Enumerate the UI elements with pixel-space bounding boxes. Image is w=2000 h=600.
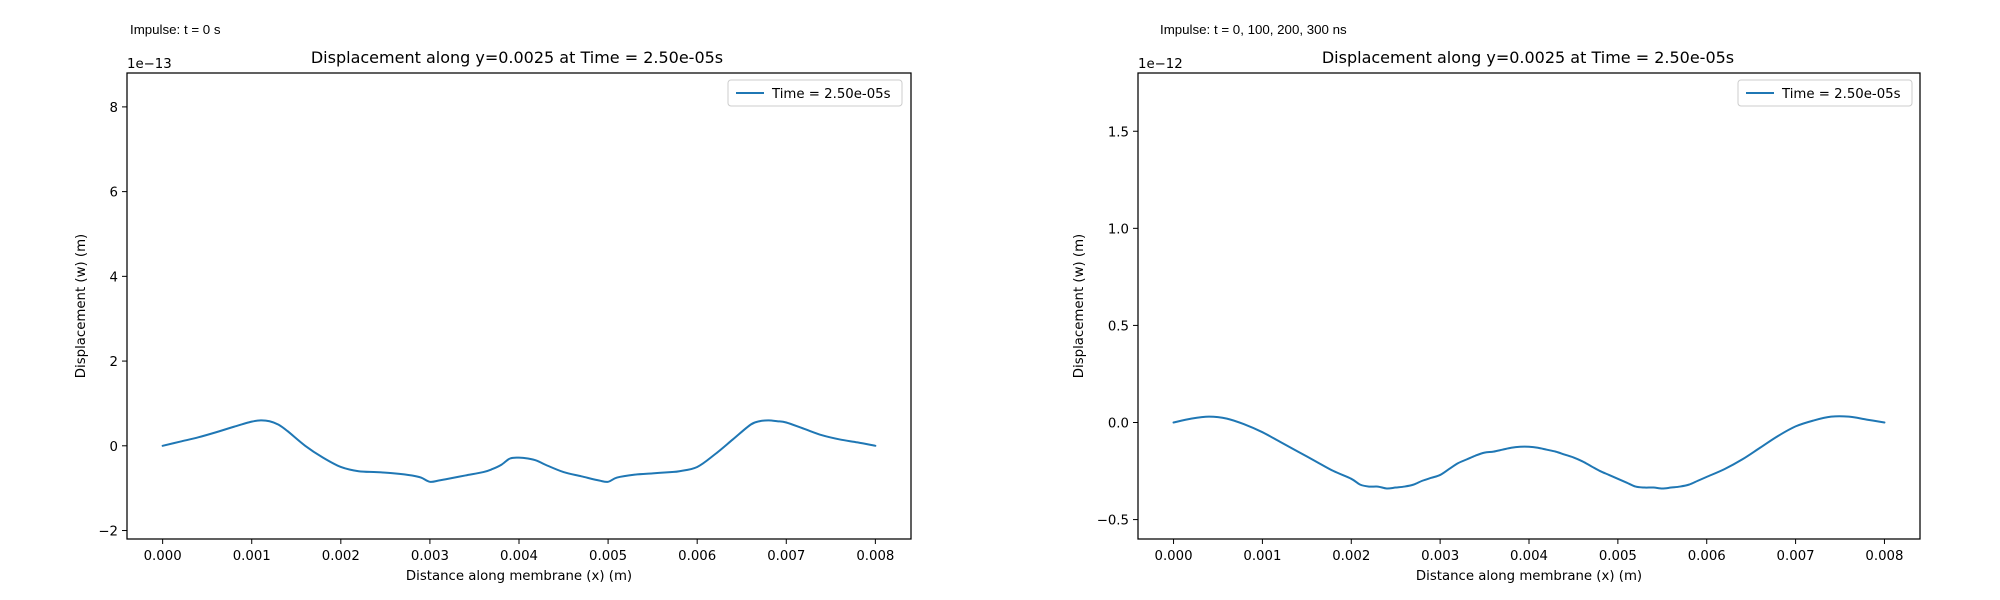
chart-title: Displacement along y=0.0025 at Time = 2.… (311, 48, 723, 67)
x-tick-label: 0.008 (856, 549, 894, 564)
y-tick-label: 0 (110, 440, 118, 455)
y-tick-label: 8 (110, 101, 118, 116)
x-axis-label: Distance along membrane (x) (m) (406, 569, 632, 584)
y-tick-label: 0.0 (1108, 417, 1129, 432)
x-tick-label: 0.006 (1688, 549, 1726, 564)
x-tick-label: 0.005 (589, 549, 627, 564)
y-tick-label: 4 (110, 270, 118, 285)
y-tick-label: 1.0 (1108, 222, 1129, 237)
x-tick-label: 0.004 (1510, 549, 1548, 564)
legend-box (727, 79, 903, 107)
chart-title: Displacement along y=0.0025 at Time = 2.… (1322, 48, 1734, 67)
y-tick-label: 2 (110, 355, 118, 370)
y-tick-label: −0.5 (1097, 514, 1129, 529)
impulse-note: Impulse: t = 0 s (130, 22, 221, 37)
x-tick-label: 0.007 (1777, 549, 1815, 564)
x-tick-label: 0.000 (144, 549, 182, 564)
plot-area (1137, 72, 1921, 540)
y-tick-label: 1.5 (1108, 125, 1129, 140)
legend: Time = 2.50e-05s (727, 79, 903, 107)
x-tick-label: 0.004 (500, 549, 538, 564)
x-axis-label: Distance along membrane (x) (m) (1416, 569, 1642, 584)
y-tick-label: 0.5 (1108, 319, 1129, 334)
x-tick-label: 0.001 (1243, 549, 1281, 564)
x-tick-label: 0.005 (1599, 549, 1637, 564)
x-tick-label: 0.001 (233, 549, 271, 564)
x-tick-label: 0.000 (1155, 549, 1193, 564)
chart-panel-impulse-multi: Impulse: t = 0, 100, 200, 300 ns Displac… (1072, 22, 1921, 584)
y-axis-label: Displacement (w) (m) (74, 234, 89, 378)
legend: Time = 2.50e-05s (1737, 79, 1913, 107)
y-axis-label: Displacement (w) (m) (1072, 234, 1087, 378)
legend-label: Time = 2.50e-05s (1781, 87, 1901, 102)
y-tick-label: 6 (110, 186, 118, 201)
y-tick-label: −2 (98, 525, 118, 540)
y-offset-label: 1e−12 (1138, 57, 1183, 72)
x-tick-label: 0.002 (322, 549, 360, 564)
y-offset-label: 1e−13 (127, 57, 172, 72)
legend-box (1737, 79, 1913, 107)
series-line (1172, 415, 1886, 490)
x-tick-label: 0.007 (767, 549, 805, 564)
plot-area (126, 72, 912, 540)
series-line (161, 419, 877, 483)
x-tick-label: 0.008 (1865, 549, 1903, 564)
x-tick-label: 0.003 (411, 549, 449, 564)
impulse-note: Impulse: t = 0, 100, 200, 300 ns (1160, 22, 1347, 37)
x-tick-label: 0.006 (678, 549, 716, 564)
legend-label: Time = 2.50e-05s (771, 87, 891, 102)
chart-panel-impulse-single: Impulse: t = 0 s Displacement along y=0.… (74, 22, 912, 584)
x-tick-label: 0.003 (1421, 549, 1459, 564)
x-tick-label: 0.002 (1332, 549, 1370, 564)
